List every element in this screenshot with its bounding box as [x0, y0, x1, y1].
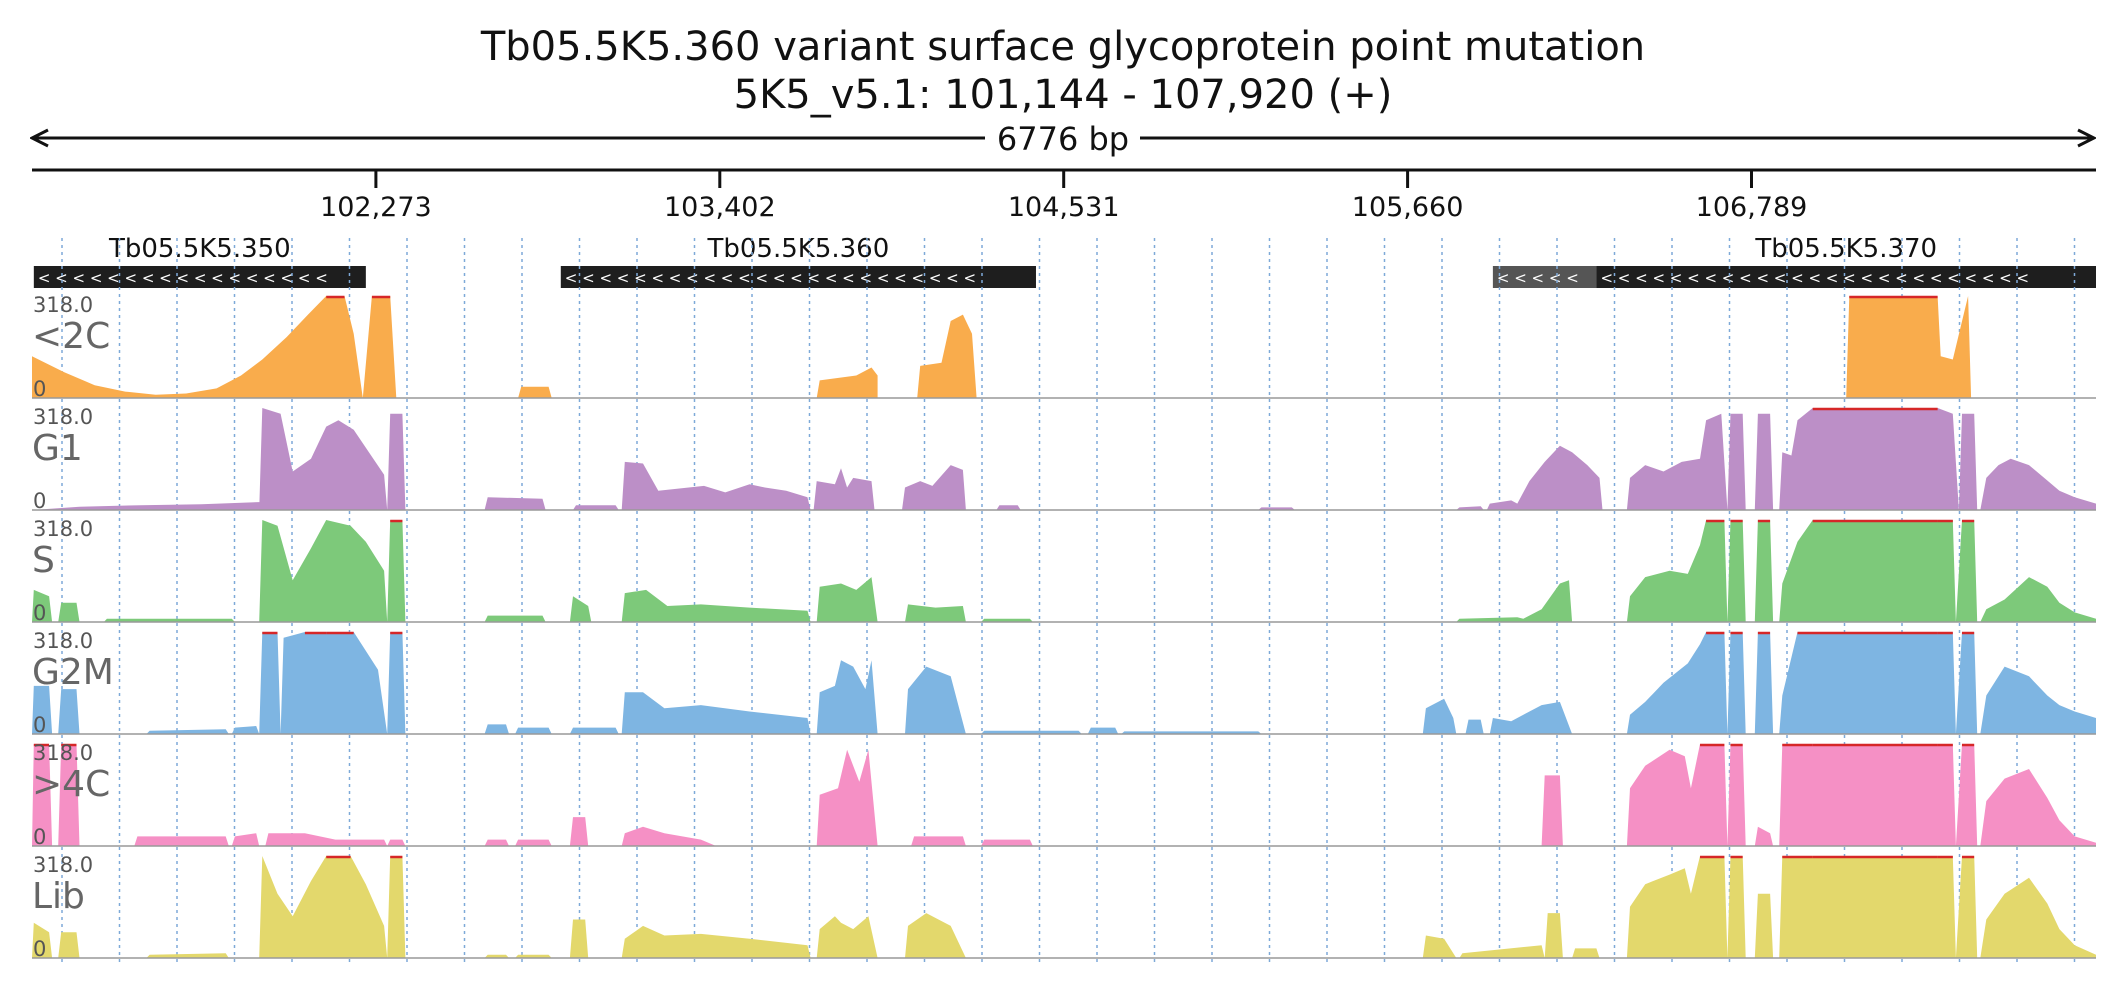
axis-tick-label-4: 106,789: [1696, 192, 1808, 223]
chart-title: Tb05.5K5.360 variant surface glycoprotei…: [480, 24, 1646, 70]
gene-label-0: Tb05.5K5.350: [108, 234, 291, 264]
gene-bar-0[interactable]: [33, 266, 366, 288]
track-ymin-label-4: 0: [33, 825, 46, 849]
coverage-area-1: [32, 408, 2096, 510]
track-ymax-label-1: 318.0: [33, 405, 93, 429]
axis-tick-label-0: 102,273: [320, 192, 432, 223]
track-1: 318.0G1 0: [32, 405, 2096, 513]
track-name-3: G2M: [32, 652, 114, 693]
gene-strand-arrows-2: < < < < <: [1497, 269, 1579, 287]
track-4: 318.0>4C 0: [32, 741, 2096, 849]
axis-tick-label-1: 103,402: [664, 192, 776, 223]
gene-bar-3[interactable]: [1596, 266, 2096, 288]
gene-bar-2[interactable]: [1492, 266, 1597, 288]
track-ymax-label-5: 318.0: [33, 853, 93, 877]
track-ymax-label-2: 318.0: [33, 517, 93, 541]
span-label: 6776 bp: [997, 120, 1129, 158]
coverage-area-4: [32, 744, 2096, 846]
axis-tick-label-3: 105,660: [1352, 192, 1464, 223]
coverage-tracks: 318.0<2C0318.0G10318.0S0318.0G2M0318.0>4…: [32, 293, 2096, 961]
track-ymax-label-4: 318.0: [33, 741, 93, 765]
track-name-2: S: [32, 540, 55, 581]
gene-label-1: Tb05.5K5.360: [707, 234, 890, 264]
gene-strand-arrows-0: < < < < < < < < < < < < < < < < <: [38, 269, 328, 287]
axis-ticks: 102,273 103,402 104,531 105,660 106,789: [320, 170, 1807, 223]
gene-strand-arrows-1: < < < < < < < < < < < < < < < < < < < < …: [565, 269, 976, 287]
track-name-0: <2C: [32, 316, 110, 357]
track-ymax-label-0: 318.0: [33, 293, 93, 317]
track-0: 318.0<2C 0: [32, 293, 2096, 401]
gene-strand-arrows-3: < < < < < < < < < < < < < < < < < < < < …: [1600, 269, 2029, 287]
axis-tick-label-2: 104,531: [1008, 192, 1120, 223]
track-ymax-label-3: 318.0: [33, 629, 93, 653]
coverage-area-2: [32, 520, 2096, 622]
track-ymin-label-1: 0: [33, 489, 46, 513]
coverage-area-3: [32, 632, 2096, 734]
track-ymin-label-2: 0: [33, 601, 46, 625]
track-name-4: >4C: [32, 764, 110, 805]
track-ymin-label-0: 0: [33, 377, 46, 401]
region-coordinates: 5K5_v5.1: 101,144 - 107,920 (+): [733, 72, 1393, 118]
coverage-area-5: [32, 856, 2096, 958]
gene-bar-1[interactable]: [560, 266, 1036, 288]
gene-track: < < < < < < < < < < < < < < < < < Tb05.5K…: [33, 234, 2096, 288]
track-name-1: G1: [32, 428, 83, 469]
track-ymin-label-3: 0: [33, 713, 46, 737]
coverage-area-0: [32, 296, 2096, 398]
gene-label-3: Tb05.5K5.370: [1754, 234, 1937, 264]
track-ymin-label-5: 0: [33, 937, 46, 961]
track-name-5: Lib: [32, 876, 85, 917]
track-2: 318.0S 0: [32, 517, 2096, 625]
